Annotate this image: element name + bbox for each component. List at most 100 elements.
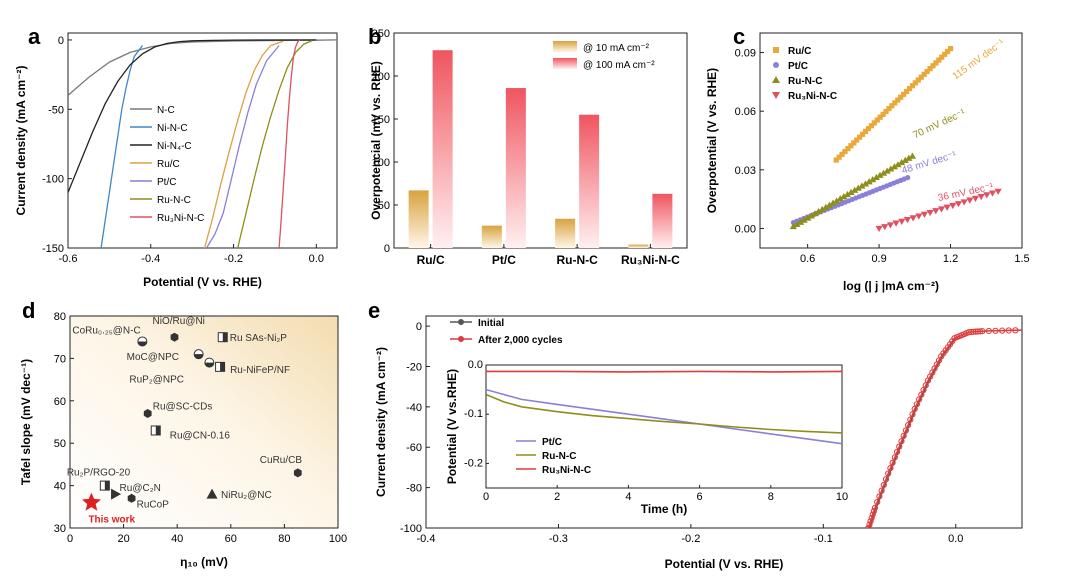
- y-tick-label: 0: [384, 243, 390, 255]
- data-point: [170, 332, 179, 342]
- data-point: [81, 492, 101, 511]
- data-point: [909, 411, 916, 418]
- series-line: [68, 39, 337, 96]
- x-tick-label: -0.4: [417, 533, 436, 545]
- data-point: [807, 212, 815, 219]
- point-label: NiRu₂@NC: [221, 490, 272, 501]
- y-tick-label: -150: [42, 243, 64, 255]
- legend-label: Ru₃Ni-N-C: [788, 91, 837, 102]
- data-point: [920, 211, 929, 218]
- point-label: Ru@C₂N: [120, 483, 161, 494]
- half-square-fill: [222, 332, 228, 342]
- inset-x-tick-label: 8: [768, 491, 774, 503]
- data-point: [865, 524, 872, 528]
- legend-label: Ru/C: [157, 159, 180, 170]
- data-point: [937, 206, 946, 213]
- legend-marker: [772, 76, 780, 83]
- plot-area: [865, 327, 1022, 528]
- data-point: [860, 131, 866, 137]
- data-point: [127, 493, 136, 503]
- y-axis-label: Overpotencial (mV vs. RHE): [369, 61, 383, 220]
- data-point: [949, 202, 957, 210]
- data-point: [137, 336, 148, 347]
- data-point: [877, 114, 883, 120]
- data-point: [889, 459, 896, 466]
- data-point: [903, 217, 912, 224]
- data-point: [908, 152, 917, 159]
- data-point: [898, 438, 905, 445]
- data-point: [851, 186, 859, 193]
- point-label: This work: [88, 515, 135, 526]
- data-point: [883, 167, 891, 174]
- data-point: [972, 328, 979, 335]
- data-point: [836, 154, 842, 160]
- y-tick-label: 250: [372, 28, 390, 40]
- data-point: [930, 63, 936, 69]
- data-point: [869, 511, 876, 518]
- data-point: [876, 493, 883, 500]
- point-label: MoC@NPC: [127, 352, 179, 363]
- point-label: NiO/Ru@Ni: [153, 316, 205, 327]
- data-point: [880, 111, 886, 117]
- plot-frame: [67, 32, 338, 249]
- data-point: [896, 443, 903, 450]
- point-label: Ru SAs-Ni₂P: [230, 333, 288, 344]
- data-point: [999, 327, 1006, 334]
- data-point: [851, 140, 857, 146]
- inset-x-tick-label: 6: [697, 491, 703, 503]
- inset-x-tick-label: 0: [483, 491, 489, 503]
- bar: [652, 193, 673, 248]
- x-tick-label: 1.5: [1014, 253, 1029, 265]
- data-point: [976, 328, 984, 335]
- data-point: [868, 123, 874, 129]
- data-point: [909, 83, 916, 89]
- data-point: [854, 184, 862, 191]
- data-point: [861, 180, 870, 187]
- data-point: [865, 178, 873, 185]
- point-label: Ru@SC-CDs: [153, 402, 213, 413]
- data-point: [833, 197, 841, 204]
- data-point: [898, 218, 906, 225]
- data-point: [898, 94, 904, 100]
- x-tick-label: 0: [67, 533, 73, 545]
- data-point: [872, 173, 880, 181]
- bar: [628, 244, 649, 248]
- half-circle-fill: [137, 341, 147, 346]
- y-tick-label: 50: [378, 200, 390, 212]
- inset-series-line: [486, 388, 842, 445]
- data-point: [866, 521, 873, 528]
- data-point: [878, 487, 885, 494]
- inset-legend-label: Ru₃Ni-N-C: [542, 465, 591, 476]
- data-point: [143, 409, 152, 418]
- legend-marker: [773, 47, 779, 53]
- legend-label: @ 10 mA cm⁻²: [583, 43, 650, 54]
- data-point: [971, 195, 980, 202]
- data-point: [848, 143, 854, 149]
- panel-letter-d: d: [22, 298, 35, 323]
- y-tick-label: -40: [406, 402, 422, 414]
- data-point: [921, 71, 927, 77]
- data-point: [907, 416, 914, 423]
- x-tick-label: Ru/C: [417, 253, 445, 267]
- x-axis-label: Potential (V vs. RHE): [143, 275, 262, 289]
- data-point: [988, 190, 997, 197]
- data-point: [945, 48, 951, 55]
- data-point: [111, 488, 122, 500]
- data-point: [979, 328, 986, 335]
- data-point: [965, 329, 973, 336]
- data-point: [886, 106, 892, 112]
- data-point: [927, 66, 933, 72]
- x-tick-label: 0.0: [948, 533, 963, 545]
- data-point: [939, 54, 945, 60]
- x-axis-label: Potential (V vs. RHE): [665, 557, 784, 571]
- point-label: Ru@CN-0.16: [170, 430, 231, 441]
- data-point: [868, 514, 875, 522]
- data-point: [894, 161, 902, 168]
- point-label: Ru-NiFeP/NF: [230, 365, 290, 376]
- data-point: [845, 146, 851, 152]
- data-point: [898, 158, 906, 166]
- data-point: [915, 77, 921, 83]
- slope-annotation: 70 mV dec⁻¹: [911, 107, 967, 141]
- x-tick-label: 60: [225, 533, 237, 545]
